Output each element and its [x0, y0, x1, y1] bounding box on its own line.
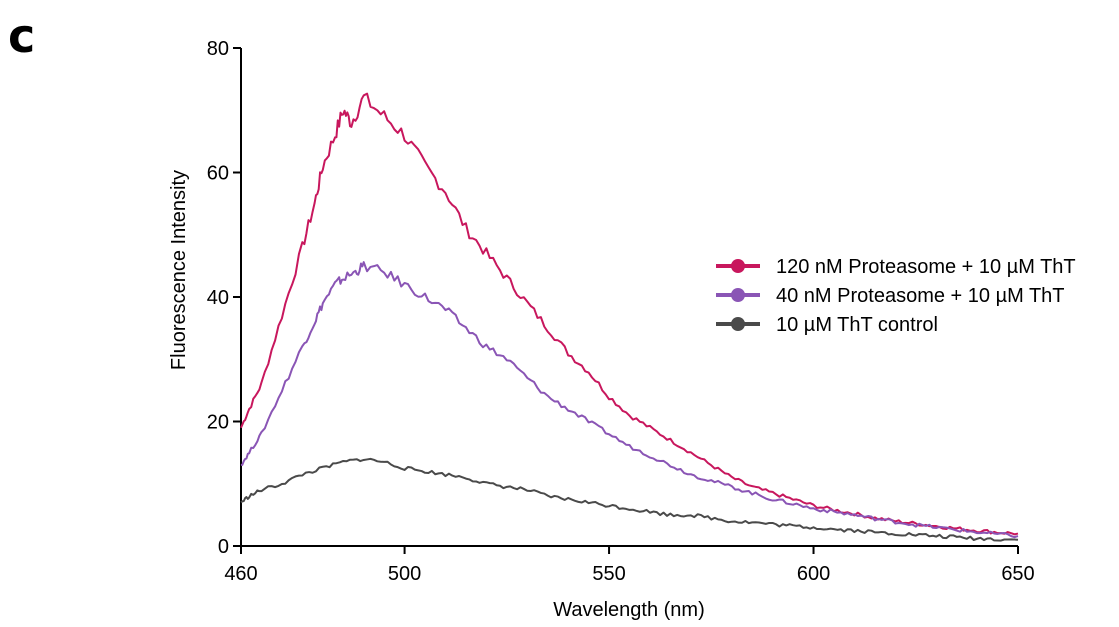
legend-marker — [731, 288, 745, 302]
series-line-2 — [240, 261, 1019, 539]
y-tick-label: 40 — [207, 287, 229, 309]
legend: 120 nM Proteasome + 10 µM ThT 40 nM Prote… — [716, 256, 1076, 336]
x-axis-title: Wavelength (nm) — [553, 599, 705, 621]
plot-area: 0 20 40 60 80 460 500 550 600 650 — [207, 38, 1035, 585]
legend-label: 120 nM Proteasome + 10 µM ThT — [776, 256, 1076, 278]
legend-label: 40 nM Proteasome + 10 µM ThT — [776, 285, 1065, 307]
y-tick-label: 60 — [207, 163, 229, 185]
x-axis-ticks: 460 500 550 600 650 — [224, 546, 1035, 585]
x-tick-label: 650 — [1001, 563, 1034, 585]
x-tick-label: 600 — [797, 563, 830, 585]
y-tick-label: 80 — [207, 38, 229, 60]
series-line-1 — [240, 92, 1019, 536]
legend-item: 120 nM Proteasome + 10 µM ThT — [716, 256, 1076, 278]
series-lines — [240, 92, 1019, 542]
y-tick-label: 0 — [218, 536, 229, 558]
x-tick-label: 550 — [592, 563, 625, 585]
y-axis-title: Fluorescence Intensity — [168, 170, 190, 370]
y-tick-label: 20 — [207, 412, 229, 434]
y-axis-ticks: 0 20 40 60 80 — [207, 38, 241, 558]
legend-marker — [731, 259, 745, 273]
series-line-3 — [240, 457, 1019, 542]
x-tick-label: 500 — [388, 563, 421, 585]
legend-marker — [731, 317, 745, 331]
x-tick-label: 460 — [224, 563, 257, 585]
panel-label: c — [8, 9, 35, 63]
legend-item: 10 µM ThT control — [716, 314, 938, 336]
legend-label: 10 µM ThT control — [776, 314, 938, 336]
legend-item: 40 nM Proteasome + 10 µM ThT — [716, 285, 1065, 307]
